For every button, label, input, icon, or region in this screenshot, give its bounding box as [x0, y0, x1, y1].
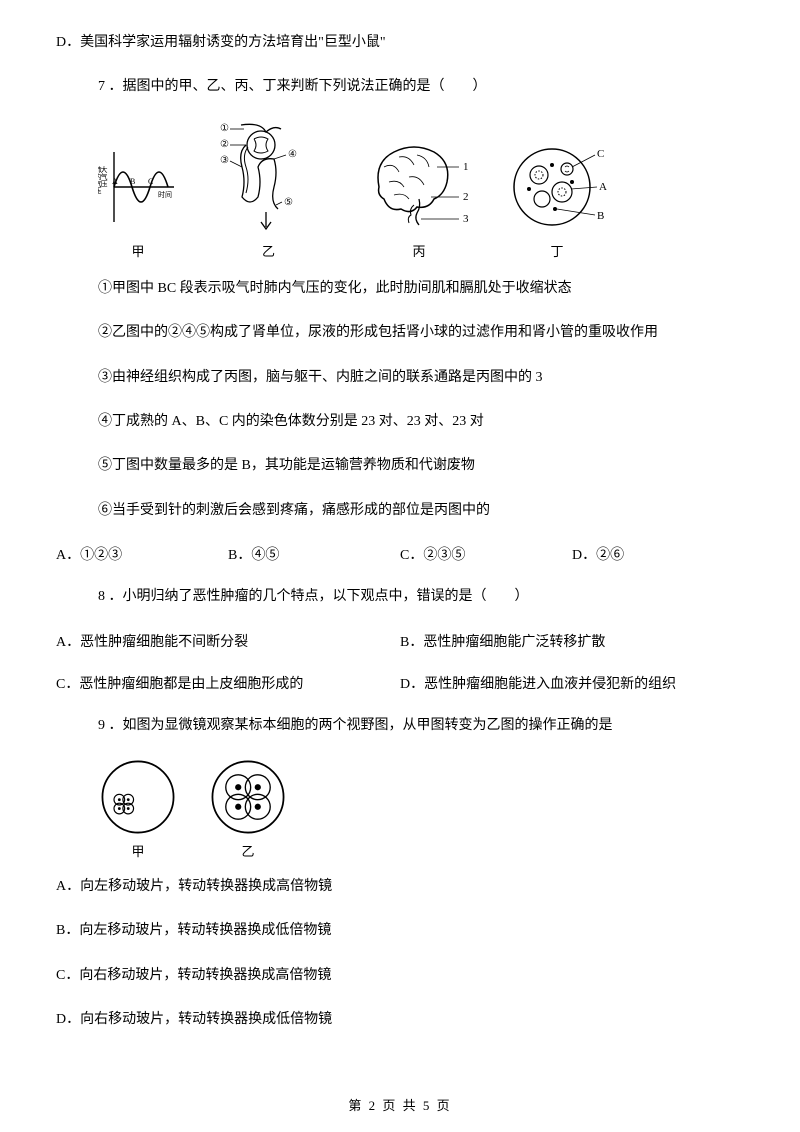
svg-text:B: B	[130, 177, 135, 186]
q6-option-d: D．美国科学家运用辐射诱变的方法培育出"巨型小鼠"	[56, 32, 744, 54]
diagram-bing: 1 2 3 丙	[359, 137, 479, 260]
svg-text:⑤: ⑤	[284, 197, 293, 208]
svg-text:时间: 时间	[158, 190, 172, 199]
caption-jia: 甲	[98, 241, 178, 260]
svg-text:④: ④	[288, 149, 297, 160]
q7-diagrams: A B C 肺内气压 大气压 时间 甲 ① ② ③ ④ ⑤ 乙	[56, 117, 744, 260]
micro-caption-jia: 甲	[98, 841, 178, 860]
svg-text:A: A	[599, 181, 607, 193]
q7-options: A．①②③ B．④⑤ C．②③⑤ D．②⑥	[56, 544, 744, 564]
caption-bing: 丙	[359, 241, 479, 260]
caption-yi: 乙	[206, 241, 331, 260]
q9-diagrams: 甲 乙	[56, 757, 744, 860]
svg-text:大气压: 大气压	[100, 165, 108, 188]
svg-text:B: B	[597, 210, 604, 222]
microscope-yi: 乙	[208, 757, 288, 860]
svg-text:A: A	[112, 177, 118, 186]
q9-option-b: B．向左移动玻片，转动转换器换成低倍物镜	[56, 920, 744, 942]
diagram-yi: ① ② ③ ④ ⑤ 乙	[206, 117, 331, 260]
q8-row-ab: A．恶性肿瘤细胞能不间断分裂 B．恶性肿瘤细胞能广泛转移扩散	[56, 631, 744, 651]
q7-s2: ②乙图中的②④⑤构成了肾单位，尿液的形成包括肾小球的过滤作用和肾小管的重吸收作用	[56, 322, 744, 344]
microscope-jia: 甲	[98, 757, 178, 860]
q8-option-d: D．恶性肿瘤细胞能进入血液并侵犯新的组织	[400, 673, 744, 693]
q7-option-b: B．④⑤	[228, 544, 400, 564]
q7-stem: 7 ．据图中的甲、乙、丙、丁来判断下列说法正确的是（ ）	[56, 76, 744, 98]
svg-text:C: C	[148, 177, 153, 186]
caption-ding: 丁	[507, 241, 607, 260]
q7-s6: ⑥当手受到针的刺激后会感到疼痛，痛感形成的部位是丙图中的	[56, 500, 744, 522]
svg-text:1: 1	[463, 161, 469, 173]
q8-row-cd: C．恶性肿瘤细胞都是由上皮细胞形成的 D．恶性肿瘤细胞能进入血液并侵犯新的组织	[56, 673, 744, 693]
q9-option-a: A．向左移动玻片，转动转换器换成高倍物镜	[56, 876, 744, 898]
q8-option-a: A．恶性肿瘤细胞能不间断分裂	[56, 631, 400, 651]
diagram-jia: A B C 肺内气压 大气压 时间 甲	[98, 142, 178, 260]
svg-text:②: ②	[220, 139, 229, 150]
q7-s1: ①甲图中 BC 段表示吸气时肺内气压的变化，此时肋间肌和膈肌处于收缩状态	[56, 278, 744, 300]
q8-option-b: B．恶性肿瘤细胞能广泛转移扩散	[400, 631, 744, 651]
q9-option-c: C．向右移动玻片，转动转换器换成高倍物镜	[56, 965, 744, 987]
q7-s3: ③由神经组织构成了丙图，脑与躯干、内脏之间的联系通路是丙图中的 3	[56, 367, 744, 389]
page-footer: 第 2 页 共 5 页	[0, 1095, 800, 1114]
q9-option-d: D．向右移动玻片，转动转换器换成低倍物镜	[56, 1009, 744, 1031]
q7-option-a: A．①②③	[56, 544, 228, 564]
svg-text:C: C	[597, 148, 604, 160]
q9-stem: 9 ．如图为显微镜观察某标本细胞的两个视野图，从甲图转变为乙图的操作正确的是	[56, 715, 744, 737]
q8-option-c: C．恶性肿瘤细胞都是由上皮细胞形成的	[56, 673, 400, 693]
svg-text:①: ①	[220, 123, 229, 134]
q7-option-d: D．②⑥	[572, 544, 744, 564]
diagram-ding: C A B 丁	[507, 137, 607, 260]
q7-option-c: C．②③⑤	[400, 544, 572, 564]
svg-text:③: ③	[220, 155, 229, 166]
q7-s5: ⑤丁图中数量最多的是 B，其功能是运输营养物质和代谢废物	[56, 455, 744, 477]
svg-text:3: 3	[463, 213, 469, 225]
micro-caption-yi: 乙	[208, 841, 288, 860]
q7-s4: ④丁成熟的 A、B、C 内的染色体数分别是 23 对、23 对、23 对	[56, 411, 744, 433]
svg-text:2: 2	[463, 191, 469, 203]
q8-stem: 8 ．小明归纳了恶性肿瘤的几个特点，以下观点中，错误的是（ ）	[56, 586, 744, 608]
